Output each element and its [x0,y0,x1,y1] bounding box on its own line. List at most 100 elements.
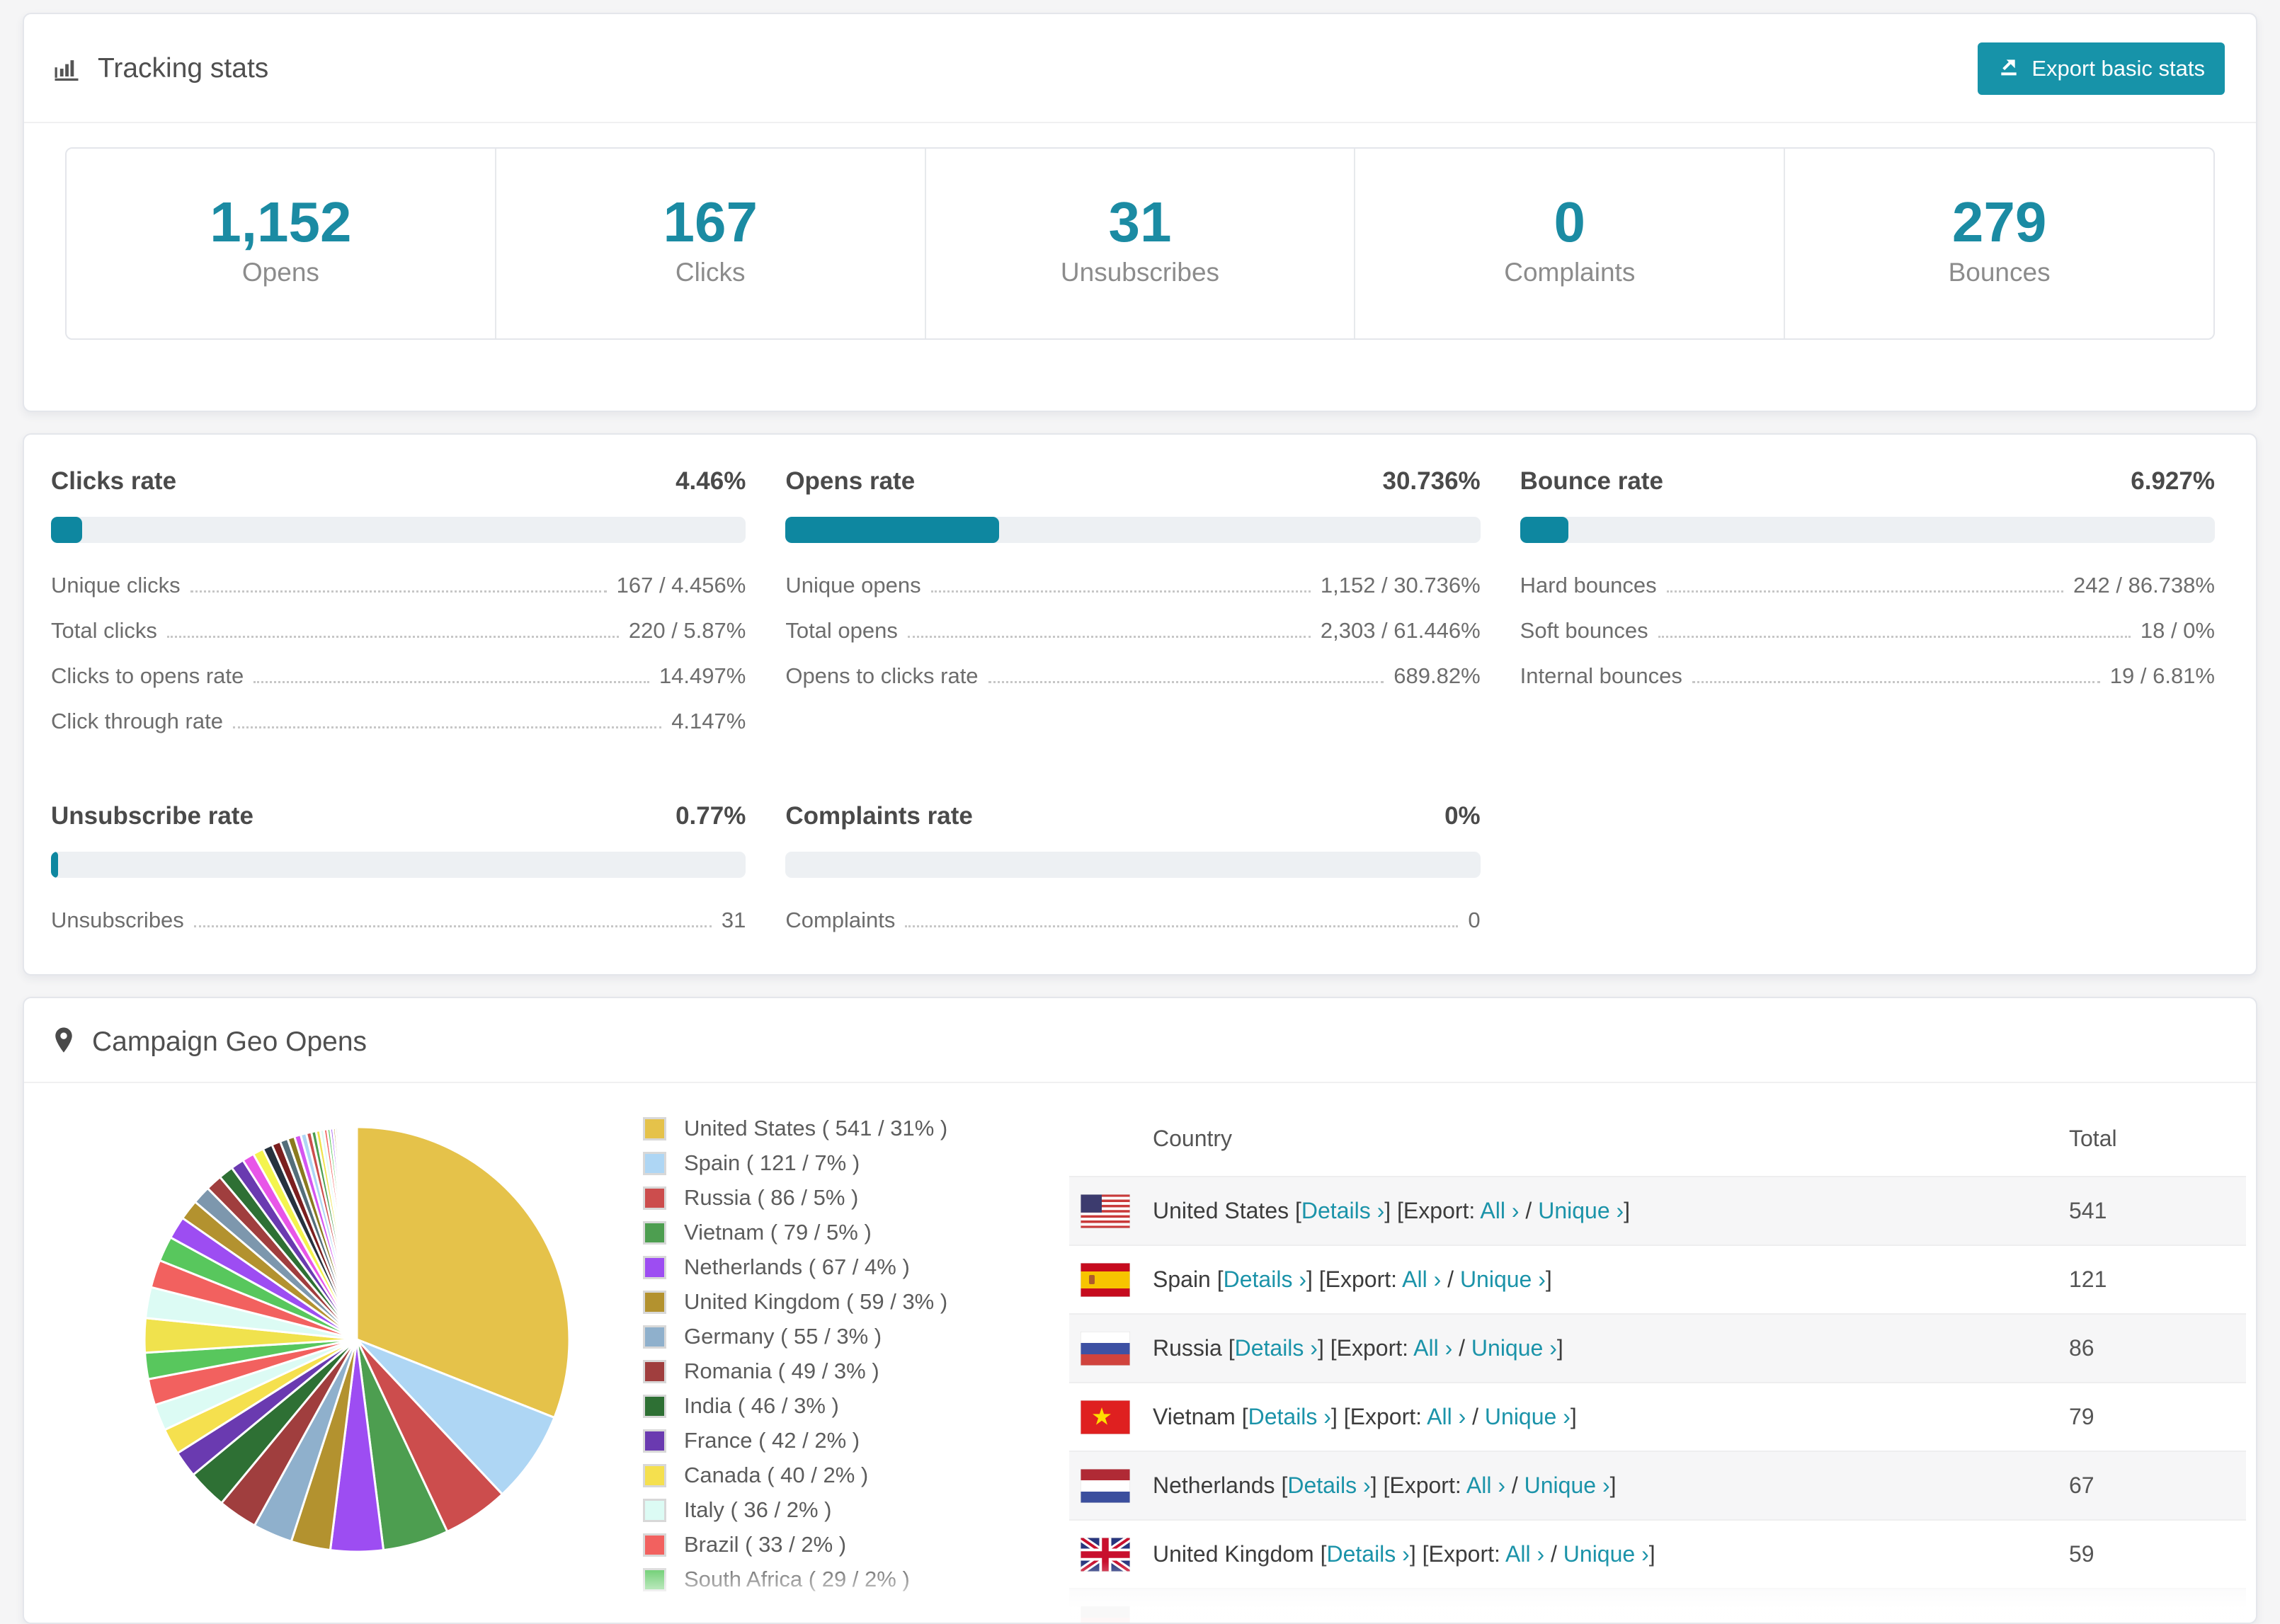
rate-rows: Unique opens 1,152 / 30.736% Total opens… [785,573,1480,689]
us-flag-icon [1081,1194,1130,1228]
rate-row-value: 19 / 6.81% [2110,663,2215,689]
legend-swatch [643,1464,666,1487]
rate-row: Internal bounces 19 / 6.81% [1520,663,2215,689]
export-unique-link[interactable]: Unique › [1538,1198,1624,1223]
rate-title: Clicks rate [51,467,176,496]
export-unique-link[interactable]: Unique › [1460,1266,1546,1292]
rate-row: Clicks to opens rate 14.497% [51,663,746,689]
rate-value: 6.927% [2131,467,2215,496]
rate-section-bounce-rate: Bounce rate 6.927% Hard bounces 242 / 86… [1520,467,2215,734]
rates-body: Clicks rate 4.46% Unique clicks 167 / 4.… [24,435,2256,974]
export-all-link[interactable]: All › [1480,1198,1519,1223]
geo-table-row-russia: Russia [Details ›] [Export: All › / Uniq… [1069,1313,2246,1382]
rate-section-header: Clicks rate 4.46% [51,467,746,496]
rate-row-value: 220 / 5.87% [629,618,746,644]
stat-label: Complaints [1355,258,1784,287]
country-name: Vietnam [1153,1404,1236,1429]
rate-value: 30.736% [1382,467,1480,496]
rate-row-label: Hard bounces [1520,573,1657,598]
legend-item-spain: Spain ( 121 / 7% ) [643,1150,1039,1176]
legend-label: Italy ( 36 / 2% ) [684,1497,831,1523]
legend-label: Russia ( 86 / 5% ) [684,1185,858,1211]
rate-row-label: Click through rate [51,709,223,734]
rate-row-value: 242 / 86.738% [2073,573,2215,598]
map-pin-icon [51,1027,76,1058]
rate-progress-bar [1520,517,2215,543]
stat-label: Unsubscribes [926,258,1355,287]
country-cell: United States [Details ›] [Export: All ›… [1153,1198,2069,1224]
rate-title: Bounce rate [1520,467,1663,496]
details-link[interactable]: Details › [1287,1473,1370,1498]
export-unique-link[interactable]: Unique › [1524,1473,1610,1498]
rate-row: Soft bounces 18 / 0% [1520,618,2215,644]
rate-row-label: Unique opens [785,573,920,598]
dotted-leader [1692,681,2100,683]
rate-row: Opens to clicks rate 689.82% [785,663,1480,689]
legend-swatch [643,1256,666,1279]
export-basic-stats-button[interactable]: Export basic stats [1978,42,2225,95]
legend-label: Canada ( 40 / 2% ) [684,1463,868,1488]
dotted-leader [905,925,1458,927]
export-icon [1997,55,2020,83]
gb-flag-icon [1081,1538,1130,1572]
export-unique-link[interactable]: Unique › [1471,1335,1557,1361]
rate-row-value: 167 / 4.456% [617,573,746,598]
rate-progress-fill [785,517,999,543]
total-cell: 541 [2069,1198,2246,1224]
legend-label: United States ( 541 / 31% ) [684,1116,947,1141]
total-cell: 59 [2069,1541,2246,1567]
rate-rows: Unsubscribes 31 [51,908,746,933]
details-link[interactable]: Details › [1224,1266,1306,1292]
legend-item-russia: Russia ( 86 / 5% ) [643,1185,1039,1211]
details-link[interactable]: Details › [1326,1541,1409,1567]
rate-section-header: Complaints rate 0% [785,802,1480,830]
geo-body: United States ( 541 / 31% ) Spain ( 121 … [24,1083,2256,1624]
stat-value: 1,152 [67,193,495,252]
rate-section-header: Opens rate 30.736% [785,467,1480,496]
export-all-link[interactable]: All › [1413,1335,1452,1361]
stat-label: Opens [67,258,495,287]
rate-row-value: 18 / 0% [2141,618,2215,644]
rate-row-label: Clicks to opens rate [51,663,244,689]
geo-table-rows: United States [Details ›] [Export: All ›… [1069,1176,2246,1624]
dotted-leader [194,925,712,927]
export-all-link[interactable]: All › [1505,1541,1544,1567]
legend-swatch [643,1533,666,1557]
legend-item-united-states: United States ( 541 / 31% ) [643,1116,1039,1141]
legend-item-italy: Italy ( 36 / 2% ) [643,1497,1039,1523]
rate-section-header: Bounce rate 6.927% [1520,467,2215,496]
legend-swatch [643,1186,666,1210]
stat-box-unsubscribes: 31 Unsubscribes [925,149,1355,338]
rate-value: 4.46% [676,467,746,496]
legend-label: United Kingdom ( 59 / 3% ) [684,1289,947,1315]
export-all-link[interactable]: All › [1402,1266,1441,1292]
tracking-stats-card: Tracking stats Export basic stats 1,152 … [23,13,2257,412]
legend-label: Vietnam ( 79 / 5% ) [684,1220,872,1245]
rate-row-value: 2,303 / 61.446% [1321,618,1481,644]
rate-section-header: Unsubscribe rate 0.77% [51,802,746,830]
legend-swatch [643,1395,666,1418]
geo-table-row-united-kingdom: United Kingdom [Details ›] [Export: All … [1069,1519,2246,1588]
export-unique-link[interactable]: Unique › [1563,1541,1649,1567]
dotted-leader [931,590,1311,593]
rate-progress-bar [785,852,1480,878]
stat-box-clicks: 167 Clicks [495,149,925,338]
export-all-link[interactable]: All › [1466,1473,1505,1498]
details-link[interactable]: Details › [1235,1335,1318,1361]
rate-row-label: Total opens [785,618,898,644]
country-name: Spain [1153,1266,1211,1292]
export-all-link[interactable]: All › [1427,1404,1466,1429]
legend-swatch [643,1360,666,1383]
nl-flag-icon [1081,1469,1130,1503]
export-unique-link[interactable]: Unique › [1485,1404,1571,1429]
dotted-leader [1667,590,2063,593]
details-link[interactable]: Details › [1248,1404,1331,1429]
rate-rows: Complaints 0 [785,908,1480,933]
dotted-leader [167,636,619,638]
country-cell: Vietnam [Details ›] [Export: All › / Uni… [1153,1404,2069,1430]
legend-label: Romania ( 49 / 3% ) [684,1359,879,1384]
rate-row-label: Complaints [785,908,895,933]
geo-table-row-united-states: United States [Details ›] [Export: All ›… [1069,1176,2246,1245]
details-link[interactable]: Details › [1301,1198,1384,1223]
dotted-leader [190,590,607,593]
